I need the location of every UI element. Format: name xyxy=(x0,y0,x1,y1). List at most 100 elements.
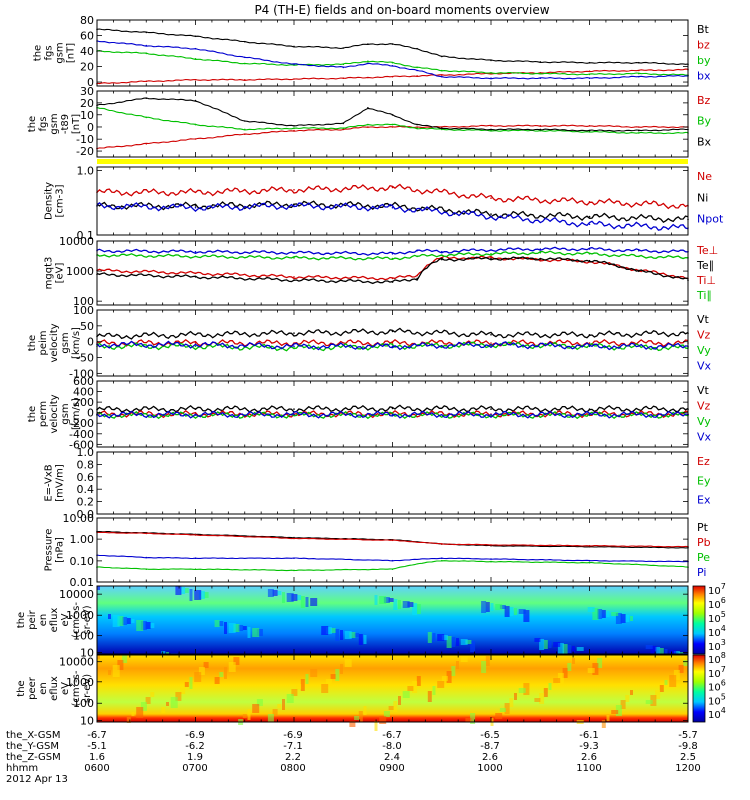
y-axis-label-line: mgqt3 xyxy=(44,257,55,290)
spectrogram-texture xyxy=(252,628,260,637)
legend-Vy: Vy xyxy=(697,344,711,357)
panel-density: 1.0 0.1 Density[cm-3] Ne Ni Npot xyxy=(44,164,724,242)
spectrogram-texture xyxy=(194,590,202,600)
spectrogram-texture xyxy=(344,631,352,639)
data-point-Te⊥ xyxy=(194,272,197,275)
data-point-Vt xyxy=(293,332,295,334)
colorbar-label-base: 10 xyxy=(708,655,721,666)
legend-Npot: Npot xyxy=(697,213,724,226)
footer-value: 0700 xyxy=(182,763,207,774)
y-tick-label: 0.1 xyxy=(77,229,95,242)
data-point-bz xyxy=(194,79,197,81)
spectrogram-texture xyxy=(310,598,318,606)
footer-row-label: the_Z-GSM xyxy=(6,752,61,763)
y-axis-label-rest: -s- xyxy=(71,602,82,615)
spectrogram-texture xyxy=(412,681,418,693)
data-point-Bt xyxy=(194,35,197,38)
y-axis-label-line: E=-VxB xyxy=(44,464,55,501)
spectrogram-texture xyxy=(460,639,468,645)
y-axis-label-line: the xyxy=(27,406,38,422)
colorbar-label: 106 xyxy=(708,679,726,694)
spectrogram-texture xyxy=(233,624,240,632)
data-point-Bt xyxy=(588,61,591,64)
spectrogram-texture xyxy=(597,609,603,619)
colorbar-label-base: 10 xyxy=(708,710,721,721)
spectrogram-texture xyxy=(625,615,630,622)
data-point-bx xyxy=(293,63,295,66)
spectrogram-texture xyxy=(606,715,610,721)
colorbar xyxy=(692,654,706,723)
y-tick-label: -200 xyxy=(69,417,94,430)
data-point-by xyxy=(391,61,394,64)
data-point-Bt xyxy=(391,43,394,45)
data-point-Pi xyxy=(194,557,197,559)
spectrogram-texture xyxy=(214,677,220,684)
spectrogram-texture xyxy=(437,681,445,688)
spectrogram-texture xyxy=(140,702,147,711)
spectrogram-texture xyxy=(321,684,329,693)
spectrogram-texture xyxy=(402,601,410,608)
spectrogram-texture xyxy=(379,716,387,724)
legend-Ni: Ni xyxy=(697,191,708,204)
data-point-Bz xyxy=(293,129,295,132)
y-tick-label: -10 xyxy=(76,133,94,146)
y-tick-label: -100 xyxy=(69,367,94,380)
footer-value: 2.6 xyxy=(581,752,597,763)
data-point-by xyxy=(194,58,197,60)
spectrogram-texture xyxy=(456,661,459,669)
spectrogram-texture xyxy=(166,702,169,706)
footer-value: -6.5 xyxy=(480,730,500,741)
y-axis-label-line: sr-eV) xyxy=(82,674,93,703)
data-point-by xyxy=(416,66,418,69)
colorbar-label-exponent: 7 xyxy=(721,665,726,674)
spectrogram-texture xyxy=(427,691,432,702)
spectrogram-texture xyxy=(630,690,633,695)
legend-Vx: Vx xyxy=(697,431,712,444)
data-point-bx xyxy=(416,69,418,72)
data-point-Vx xyxy=(391,413,394,416)
data-point-Vx xyxy=(588,345,591,348)
spectrogram-texture xyxy=(238,625,244,631)
panel-fgs-gsm: 80 60 40 20 0 thefgsgsm[nT] Bt bz by bx xyxy=(33,14,711,89)
y-axis-label-rest: -s- xyxy=(71,670,82,683)
spectrogram-texture xyxy=(615,705,622,716)
data-point-Bx xyxy=(342,122,345,125)
data-point-Bx xyxy=(145,97,148,99)
y-axis-label-line: en xyxy=(38,614,49,627)
spectrogram-texture xyxy=(256,699,263,706)
spectrogram-texture xyxy=(112,615,120,627)
data-point-Te∥ xyxy=(638,270,640,273)
spectrogram-texture xyxy=(416,604,421,614)
data-point-Vz xyxy=(490,342,492,344)
spectrogram-texture xyxy=(203,662,209,668)
data-point-Te∥ xyxy=(441,258,443,261)
footer-value: 0600 xyxy=(84,763,109,774)
data-point-Pe xyxy=(441,559,443,562)
data-point-Pe xyxy=(391,568,394,570)
y-axis-label: E=-VxB[mV/m] xyxy=(44,464,66,502)
spectrogram-texture xyxy=(650,646,657,657)
spectrogram-texture xyxy=(340,664,343,674)
data-point-Ti⊥ xyxy=(539,248,542,250)
y-axis-label-line: Pressure xyxy=(44,529,55,572)
data-point-Vx xyxy=(194,343,197,346)
y-axis-label-line: (cm xyxy=(71,619,82,638)
y-tick-label: 0 xyxy=(87,407,94,420)
data-point-Bz xyxy=(416,126,418,128)
spectrogram-texture xyxy=(523,683,530,695)
data-point-Vz xyxy=(588,342,591,344)
spectrogram-texture xyxy=(335,629,340,641)
spectrogram-texture xyxy=(625,695,630,702)
spectrogram-texture xyxy=(219,672,224,677)
panel-frame xyxy=(96,517,689,583)
y-tick-label: 0.2 xyxy=(77,496,95,509)
spectrogram-texture xyxy=(485,656,490,666)
y-axis-label: mgqt3[eV] xyxy=(44,257,66,290)
spectrogram-texture xyxy=(180,687,186,694)
spectrogram-texture xyxy=(267,589,274,597)
spectrogram-texture xyxy=(145,697,151,704)
spectrogram-texture xyxy=(131,619,135,623)
spectrogram-texture xyxy=(393,599,398,610)
spectrogram-texture xyxy=(286,694,294,703)
